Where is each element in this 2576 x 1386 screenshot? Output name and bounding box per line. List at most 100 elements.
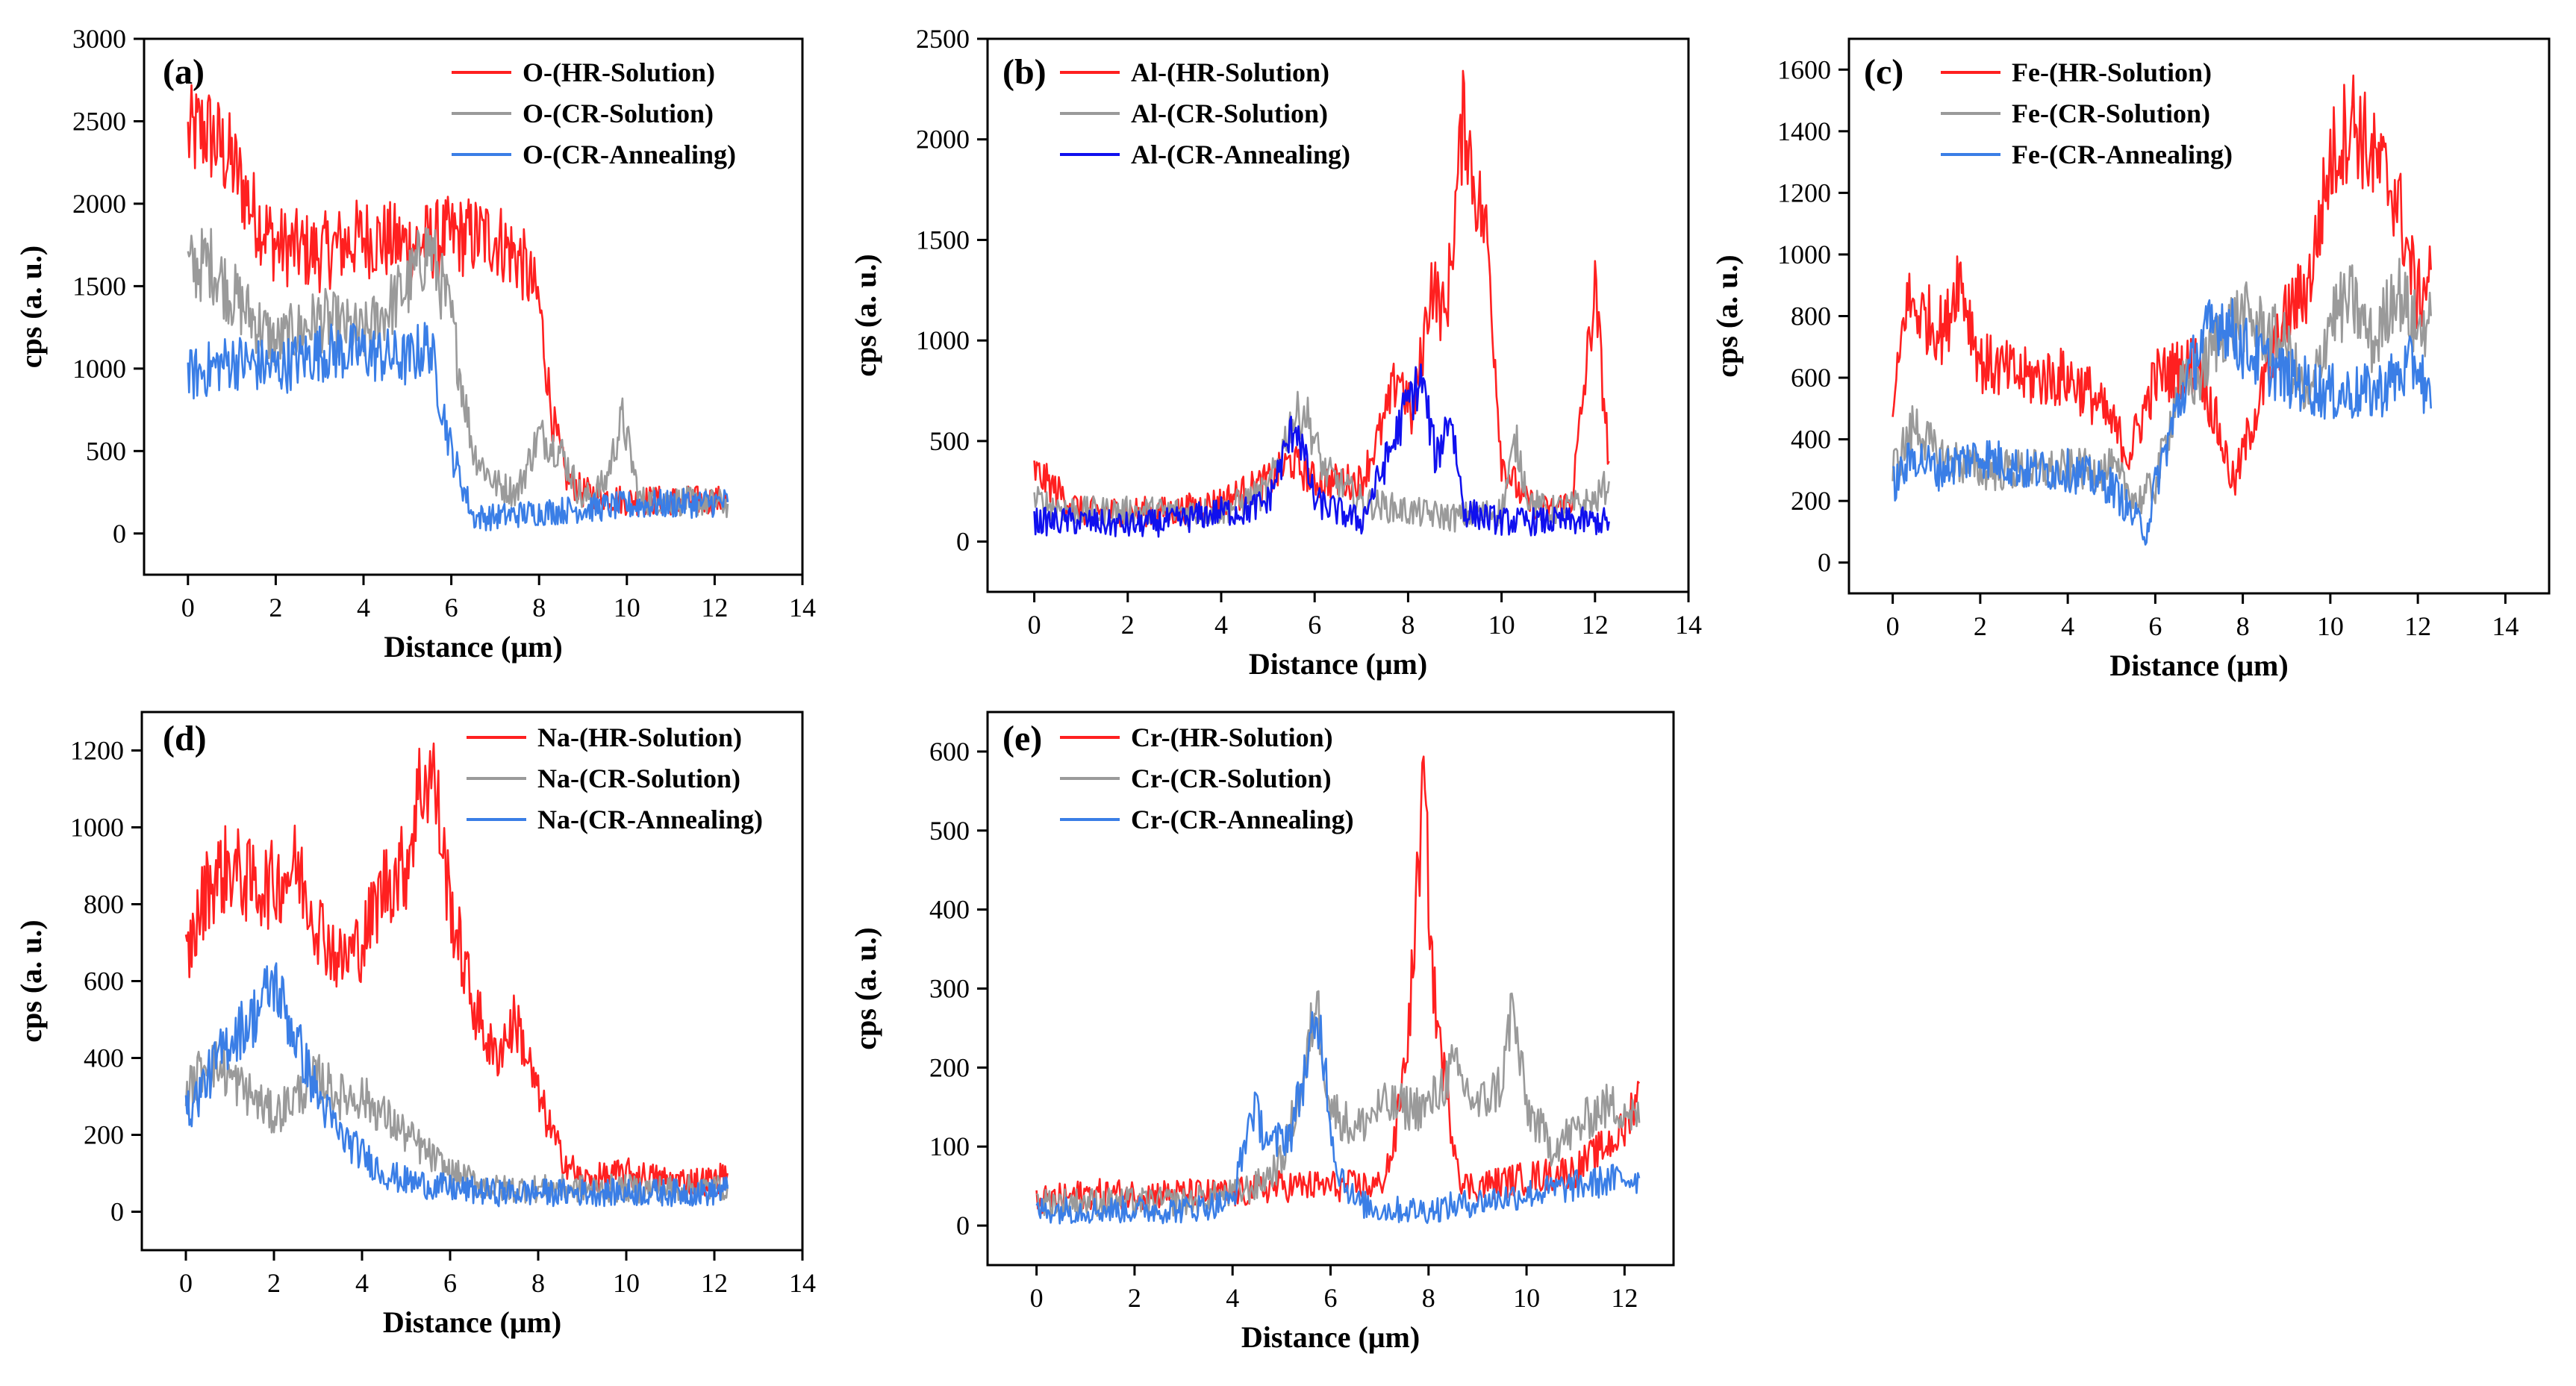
x-tick-label: 8: [1422, 1283, 1435, 1313]
panel-label: (c): [1864, 52, 1903, 92]
series-line: [1892, 298, 2432, 546]
x-tick-label: 14: [2492, 611, 2519, 641]
x-tick-label: 8: [531, 1268, 545, 1298]
x-tick-label: 6: [445, 593, 458, 622]
x-tick-label: 2: [1128, 1283, 1141, 1313]
y-tick-label: 1500: [916, 225, 970, 255]
y-tick-label: 0: [110, 1197, 124, 1227]
y-tick-label: 1600: [1777, 54, 1831, 84]
legend-entry: Al-(CR-Solution): [1131, 99, 1328, 128]
panel-label: (e): [1002, 719, 1042, 758]
x-tick-label: 8: [532, 593, 546, 622]
x-tick-label: 0: [1886, 611, 1900, 641]
y-tick-label: 600: [84, 967, 124, 996]
x-axis-label: Distance (μm): [383, 1305, 561, 1339]
x-tick-label: 8: [1401, 610, 1415, 640]
series-line: [1892, 74, 2432, 496]
x-tick-label: 6: [443, 1268, 457, 1298]
x-tick-label: 12: [1611, 1283, 1638, 1313]
x-axis-label: Distance (μm): [384, 630, 562, 664]
legend-entry: Cr-(HR-Solution): [1131, 722, 1333, 752]
x-tick-label: 2: [1121, 610, 1135, 640]
x-tick-label: 2: [269, 593, 282, 622]
plot-frame: [986, 37, 1690, 593]
y-tick-label: 600: [929, 737, 970, 767]
plot-frame: [143, 37, 804, 576]
legend-entry: Al-(HR-Solution): [1131, 57, 1329, 87]
legend-entry: Fe-(HR-Solution): [2012, 57, 2212, 87]
y-tick-label: 500: [929, 426, 970, 456]
x-tick-label: 4: [357, 593, 370, 622]
x-tick-label: 0: [1028, 610, 1041, 640]
legend-entry: Fe-(CR-Solution): [2012, 99, 2210, 128]
x-axis-label: Distance (μm): [2109, 649, 2288, 682]
y-tick-label: 500: [86, 436, 126, 466]
y-tick-label: 200: [929, 1052, 970, 1082]
legend-entry: Fe-(CR-Annealing): [2012, 140, 2233, 169]
x-axis-label: Distance (μm): [1241, 1320, 1420, 1354]
series-line: [184, 962, 729, 1208]
series-line: [1033, 390, 1610, 533]
x-tick-label: 12: [1582, 610, 1609, 640]
y-tick-label: 300: [929, 974, 970, 1004]
legend: Na-(HR-Solution) Na-(CR-Solution) Na-(CR-A…: [467, 722, 763, 834]
y-tick-label: 800: [84, 890, 124, 920]
legend-entry: Na-(CR-Annealing): [537, 805, 763, 834]
chart-panel-a: 0 2 4 6 8 10 12 14 0 500 1000 1500 2000 2500 3000 Dista…: [14, 24, 816, 664]
x-tick-label: 6: [1308, 610, 1321, 640]
x-tick-label: 10: [1513, 1283, 1540, 1313]
series-line: [1035, 1011, 1641, 1225]
y-tick-label: 1000: [72, 354, 126, 384]
x-tick-label: 2: [267, 1268, 281, 1298]
x-tick-label: 12: [701, 1268, 728, 1298]
x-tick-label: 10: [1488, 610, 1515, 640]
y-axis-label: cps (a. u.): [849, 927, 882, 1049]
x-tick-label: 10: [614, 593, 640, 622]
x-tick-label: 4: [2061, 611, 2074, 641]
y-tick-label: 400: [1791, 425, 1831, 455]
x-tick-label: 12: [2404, 611, 2431, 641]
y-tick-label: 1400: [1777, 116, 1831, 146]
y-tick-label: 2500: [72, 106, 126, 136]
legend-entry: Cr-(CR-Solution): [1131, 764, 1332, 793]
x-tick-label: 4: [1226, 1283, 1239, 1313]
chart-panel-e: 0 2 4 6 8 10 12 0 100 200 300 400 500 600 Distance (μm…: [849, 711, 1675, 1354]
chart-panel-c: 0 2 4 6 8 10 12 14 0 200 400 600 800 1000 1200 1400 1600…: [1710, 37, 2551, 682]
y-tick-label: 1000: [916, 325, 970, 355]
y-tick-label: 0: [1818, 548, 1831, 578]
legend-entry: O-(CR-Solution): [523, 99, 714, 128]
legend: Cr-(HR-Solution) Cr-(CR-Solution) Cr-(CR-A…: [1060, 722, 1354, 834]
chart-panel-d: 0 2 4 6 8 10 12 14 0 200 400 600 800 1000 1200 Distance…: [14, 711, 816, 1339]
y-axis-label: cps (a. u.): [1710, 255, 1744, 377]
legend-entry: Al-(CR-Annealing): [1131, 140, 1350, 169]
chart-panel-b: 0 2 4 6 8 10 12 14 0 500 1000 1500 2000 2500 Distance …: [849, 24, 1702, 681]
y-tick-label: 2000: [916, 125, 970, 154]
y-tick-label: 1000: [1777, 240, 1831, 269]
y-tick-label: 600: [1791, 363, 1831, 393]
y-tick-label: 0: [956, 527, 970, 557]
y-tick-label: 0: [956, 1211, 970, 1240]
x-tick-label: 14: [1675, 610, 1702, 640]
y-tick-label: 3000: [72, 24, 126, 54]
x-tick-label: 6: [1324, 1283, 1338, 1313]
y-tick-label: 400: [929, 895, 970, 925]
x-tick-label: 4: [355, 1268, 369, 1298]
x-tick-label: 10: [2317, 611, 2344, 641]
y-axis-label: cps (a. u.): [14, 920, 48, 1042]
legend-entry: O-(HR-Solution): [523, 57, 715, 87]
y-tick-label: 200: [1791, 486, 1831, 516]
legend: O-(HR-Solution) O-(CR-Solution) O-(CR-Anne…: [452, 57, 736, 169]
y-tick-label: 0: [113, 519, 126, 549]
x-tick-label: 0: [179, 1268, 193, 1298]
y-tick-label: 2000: [72, 189, 126, 219]
x-tick-label: 14: [789, 1268, 816, 1298]
y-tick-label: 2500: [916, 24, 970, 54]
legend-entry: Na-(HR-Solution): [537, 722, 742, 752]
y-tick-label: 1000: [70, 813, 124, 843]
panel-label: (b): [1002, 52, 1047, 92]
y-tick-label: 100: [929, 1131, 970, 1161]
legend-entry: O-(CR-Annealing): [523, 140, 736, 169]
x-tick-label: 12: [701, 593, 728, 622]
x-axis-label: Distance (μm): [1249, 647, 1427, 681]
x-tick-label: 0: [1030, 1283, 1044, 1313]
